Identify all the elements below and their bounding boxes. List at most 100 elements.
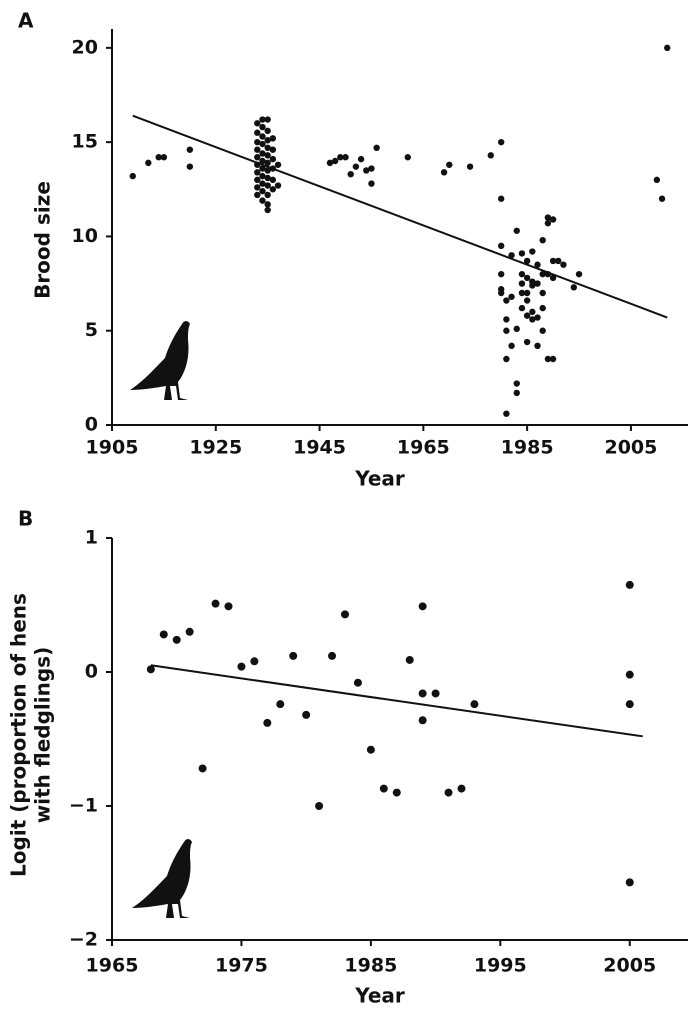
data-point xyxy=(264,182,271,189)
data-point xyxy=(625,670,634,679)
y-axis-label: with fledglings) xyxy=(31,647,55,823)
data-point xyxy=(534,261,541,268)
panel-label: A xyxy=(18,9,34,33)
data-point xyxy=(368,180,375,187)
data-point xyxy=(503,316,510,323)
data-point xyxy=(353,678,362,687)
data-point xyxy=(560,261,567,268)
data-point xyxy=(503,410,510,417)
data-point xyxy=(497,289,505,297)
data-point xyxy=(337,154,344,161)
data-point xyxy=(653,176,661,184)
y-tick-label: 0 xyxy=(85,414,98,436)
data-point xyxy=(269,135,277,142)
y-tick-label: 10 xyxy=(72,225,98,247)
data-point xyxy=(263,718,272,727)
data-point xyxy=(269,176,277,184)
trend-line xyxy=(150,664,643,738)
data-point xyxy=(544,270,552,278)
data-point xyxy=(503,327,510,334)
data-point xyxy=(523,274,531,282)
trend-line xyxy=(132,114,668,319)
data-point xyxy=(250,657,259,666)
data-point xyxy=(254,176,261,184)
data-point xyxy=(264,191,271,199)
data-point xyxy=(539,270,546,278)
data-point xyxy=(513,389,520,397)
bird-icon xyxy=(130,321,190,400)
data-point xyxy=(373,144,380,151)
data-point xyxy=(497,195,505,202)
data-point xyxy=(555,257,562,265)
data-point xyxy=(224,602,233,611)
data-point xyxy=(145,159,152,167)
data-point xyxy=(513,380,520,387)
data-point xyxy=(259,157,266,165)
data-point xyxy=(549,274,557,282)
data-point xyxy=(289,651,298,660)
data-point xyxy=(274,161,282,168)
data-point xyxy=(172,635,181,644)
data-point xyxy=(513,227,520,234)
data-point xyxy=(259,150,266,157)
data-point xyxy=(198,764,207,773)
data-point xyxy=(518,304,526,312)
data-point xyxy=(440,169,448,176)
data-point xyxy=(254,191,261,199)
x-tick-label: 1975 xyxy=(215,955,268,977)
data-point xyxy=(146,665,155,674)
x-axis-label: Year xyxy=(354,984,405,1008)
x-tick-label: 1905 xyxy=(86,437,139,459)
data-point xyxy=(259,180,266,187)
data-point xyxy=(539,304,546,312)
data-point xyxy=(539,327,546,334)
data-point xyxy=(529,308,536,316)
data-point xyxy=(254,146,261,153)
data-point xyxy=(357,155,365,163)
data-point xyxy=(159,630,168,639)
data-point xyxy=(155,154,162,161)
data-point xyxy=(664,44,671,52)
data-point xyxy=(259,187,266,195)
y-axis-label: Logit (proportion of hens xyxy=(7,593,31,877)
data-point xyxy=(379,784,388,793)
x-tick-label: 2005 xyxy=(604,437,657,459)
data-point xyxy=(276,700,285,709)
data-point xyxy=(508,252,515,259)
data-point xyxy=(264,167,271,174)
data-point xyxy=(160,154,168,161)
data-point xyxy=(431,689,440,698)
data-point xyxy=(529,282,536,289)
data-point xyxy=(129,172,136,180)
data-point xyxy=(264,206,271,214)
data-point xyxy=(328,651,337,660)
data-point xyxy=(444,788,453,797)
data-point xyxy=(259,116,266,123)
data-point xyxy=(186,146,194,153)
data-point xyxy=(185,627,194,636)
data-point xyxy=(529,248,536,255)
data-point xyxy=(625,580,634,589)
data-point xyxy=(259,133,266,140)
data-point xyxy=(254,138,261,146)
y-tick-label: 0 xyxy=(85,661,98,683)
data-point xyxy=(237,662,246,671)
data-point xyxy=(446,161,453,168)
data-point xyxy=(544,214,552,221)
data-point xyxy=(254,120,261,127)
data-point xyxy=(418,689,427,698)
y-tick-label: −2 xyxy=(69,929,98,951)
data-point xyxy=(264,127,271,135)
data-point xyxy=(264,116,271,123)
data-point xyxy=(513,325,520,333)
data-point xyxy=(470,700,479,709)
data-point xyxy=(254,184,261,191)
data-point xyxy=(503,355,510,363)
y-tick-label: 1 xyxy=(85,527,98,549)
data-point xyxy=(186,163,194,170)
data-point xyxy=(259,197,266,204)
data-point xyxy=(518,289,526,297)
x-tick-label: 1985 xyxy=(344,955,397,977)
data-point xyxy=(259,140,266,148)
data-point xyxy=(487,152,495,159)
